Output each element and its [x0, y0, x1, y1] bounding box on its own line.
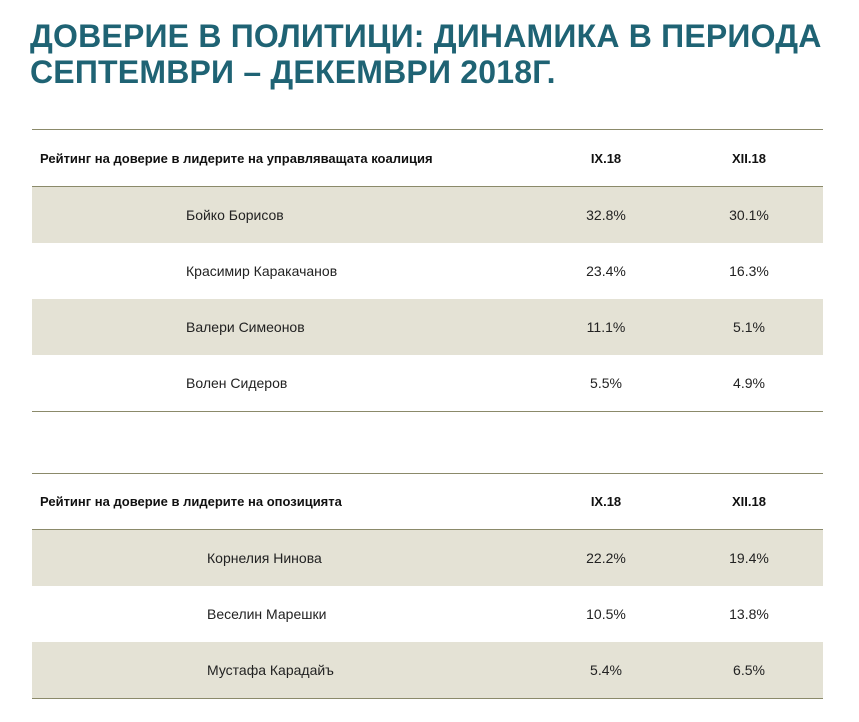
coalition-header: Рейтинг на доверие в лидерите на управля…	[32, 129, 537, 187]
rating-dec: 16.3%	[729, 263, 769, 279]
leader-name: Мустафа Карадайъ	[32, 642, 537, 699]
rating-sep: 11.1%	[537, 299, 675, 355]
leader-name: Волен Сидеров	[32, 355, 537, 412]
title-line-1: ДОВЕРИЕ В ПОЛИТИЦИ: ДИНАМИКА В ПЕРИОДА	[30, 18, 822, 54]
table-header-row: Рейтинг на доверие в лидерите на управля…	[32, 129, 823, 187]
table-row: Волен Сидеров 5.5% 4.9%	[32, 355, 823, 412]
leader-name: Корнелия Нинова	[32, 529, 537, 586]
rating-sep: 22.2%	[537, 529, 675, 586]
opposition-header: Рейтинг на доверие в лидерите на опозици…	[32, 473, 537, 530]
rating-sep: 23.4%	[586, 263, 626, 279]
leader-name: Красимир Каракачанов	[186, 263, 338, 279]
table-row: Мустафа Карадайъ 5.4% 6.5%	[32, 642, 823, 699]
leader-name: Валери Симеонов	[32, 299, 537, 355]
rating-dec: 6.5%	[675, 642, 823, 699]
column-header-sep: IX.18	[537, 473, 675, 530]
rating-sep: 5.5%	[537, 355, 675, 412]
column-header-dec: XII.18	[675, 473, 823, 530]
rating-dec: 5.1%	[675, 299, 823, 355]
table-row: Валери Симеонов 11.1% 5.1%	[32, 299, 823, 355]
column-header-sep: IX.18	[537, 129, 675, 187]
table-row: Корнелия Нинова 22.2% 19.4%	[32, 529, 823, 586]
table-row: Бойко Борисов 32.8% 30.1%	[32, 186, 823, 243]
column-header-dec: XII.18	[675, 129, 823, 187]
leader-name: Бойко Борисов	[32, 186, 537, 243]
rating-dec: 4.9%	[675, 355, 823, 412]
rating-sep: 10.5%	[586, 606, 626, 622]
rating-sep: 32.8%	[537, 186, 675, 243]
opposition-trust-table: Рейтинг на доверие в лидерите на опозици…	[32, 473, 823, 699]
rating-sep: 5.4%	[537, 642, 675, 699]
rating-dec: 19.4%	[675, 529, 823, 586]
table-row: Красимир Каракачанов 23.4% 16.3%	[32, 243, 823, 299]
table-header-row: Рейтинг на доверие в лидерите на опозици…	[32, 473, 823, 530]
table-row: Веселин Марешки 10.5% 13.8%	[32, 586, 823, 642]
leader-name: Веселин Марешки	[207, 606, 327, 622]
page-title: ДОВЕРИЕ В ПОЛИТИЦИ: ДИНАМИКА В ПЕРИОДА С…	[30, 18, 840, 90]
coalition-trust-table: Рейтинг на доверие в лидерите на управля…	[32, 129, 823, 412]
rating-dec: 30.1%	[675, 186, 823, 243]
rating-dec: 13.8%	[729, 606, 769, 622]
title-line-2: СЕПТЕМВРИ – ДЕКЕМВРИ 2018Г.	[30, 54, 556, 90]
